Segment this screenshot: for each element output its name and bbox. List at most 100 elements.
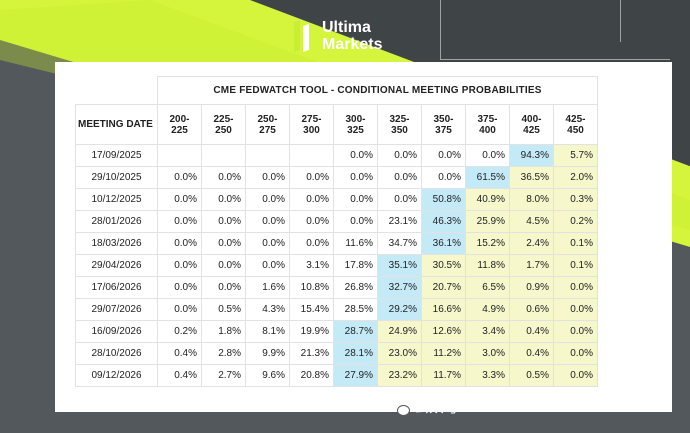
probability-cell: 40.9%	[465, 188, 510, 211]
probability-cell: 8.1%	[245, 320, 290, 343]
column-header: 350-375	[421, 104, 466, 145]
probability-cell: 16.6%	[421, 298, 466, 321]
table-row: 29/10/2025 0.0% 0.0% 0.0% 0.0% 0.0% 0.0% 0.0% 61…	[75, 166, 598, 189]
meeting-date-cell: 17/06/2026	[75, 276, 158, 299]
probability-cell: 10.8%	[289, 276, 334, 299]
probability-cell	[157, 144, 202, 167]
probability-cell: 3.3%	[465, 364, 510, 387]
probability-cell: 0.0%	[157, 188, 202, 211]
table-row: 09/12/2026 0.4% 2.7% 9.6% 20.8% 27.9% 23.2% 11.…	[75, 364, 598, 387]
table-row: 28/01/2026 0.0% 0.0% 0.0% 0.0% 0.0% 23.1% 46.3%…	[75, 210, 598, 233]
probability-cell: 2.7%	[201, 364, 246, 387]
probability-cell: 30.5%	[421, 254, 466, 277]
column-header: 325-350	[377, 104, 422, 145]
probability-cell: 0.0%	[421, 166, 466, 189]
table-corner	[75, 76, 158, 105]
probability-cell: 0.4%	[157, 342, 202, 365]
probability-cell: 15.2%	[465, 232, 510, 255]
probability-cell: 0.0%	[289, 210, 334, 233]
table-row: 18/03/2026 0.0% 0.0% 0.0% 0.0% 11.6% 34.7% 36.1…	[75, 232, 598, 255]
fedwatch-card: CME FEDWATCH TOOL - CONDITIONAL MEETING …	[55, 62, 672, 412]
probability-cell: 3.4%	[465, 320, 510, 343]
meeting-date-cell: 18/03/2026	[75, 232, 158, 255]
probability-cell: 0.0%	[201, 232, 246, 255]
meeting-date-header: MEETING DATE	[75, 104, 158, 145]
probability-cell: 0.0%	[333, 144, 378, 167]
brand-logo: Ultima Markets	[294, 16, 382, 56]
probability-cell: 21.3%	[289, 342, 334, 365]
ultima-logo-icon	[294, 19, 316, 53]
column-header: 225-250	[201, 104, 246, 145]
probability-cell: 12.6%	[421, 320, 466, 343]
probability-cell: 0.1%	[553, 254, 598, 277]
probability-cell: 0.0%	[289, 188, 334, 211]
meeting-date-cell: 29/04/2026	[75, 254, 158, 277]
meeting-date-cell: 10/12/2025	[75, 188, 158, 211]
meeting-date-cell: 29/07/2026	[75, 298, 158, 321]
probability-cell: 32.7%	[377, 276, 422, 299]
probability-cell: 0.6%	[509, 298, 554, 321]
probability-cell: 28.7%	[333, 320, 378, 343]
probability-cell: 0.5%	[201, 298, 246, 321]
probability-cell: 4.3%	[245, 298, 290, 321]
decor-line	[440, 0, 441, 60]
table-body: 17/09/2025 0.0% 0.0% 0.0% 0.0% 94.3% 5.7% 29/10…	[75, 144, 598, 387]
meeting-date-cell: 09/12/2026	[75, 364, 158, 387]
probability-cell: 0.5%	[509, 364, 554, 387]
probability-cell: 36.1%	[421, 232, 466, 255]
probability-cell: 0.0%	[377, 166, 422, 189]
column-header: 375-400	[465, 104, 510, 145]
probability-cell: 29.2%	[377, 298, 422, 321]
probability-cell: 0.2%	[157, 320, 202, 343]
probability-cell	[245, 144, 290, 167]
probability-cell: 0.0%	[333, 166, 378, 189]
table-row: 17/09/2025 0.0% 0.0% 0.0% 0.0% 94.3% 5.7%	[75, 144, 598, 167]
probability-cell: 0.0%	[157, 276, 202, 299]
probability-cell: 0.0%	[245, 254, 290, 277]
probability-cell: 0.0%	[157, 166, 202, 189]
probability-cell: 24.9%	[377, 320, 422, 343]
probability-cell: 94.3%	[509, 144, 554, 167]
probability-cell: 0.4%	[157, 364, 202, 387]
probability-cell: 26.8%	[333, 276, 378, 299]
probability-cell: 35.1%	[377, 254, 422, 277]
meeting-date-cell: 28/01/2026	[75, 210, 158, 233]
probability-cell: 0.3%	[553, 188, 598, 211]
probability-cell: 27.9%	[333, 364, 378, 387]
probability-cell: 61.5%	[465, 166, 510, 189]
brand-name: Ultima Markets	[322, 19, 382, 53]
meeting-date-cell: 16/09/2026	[75, 320, 158, 343]
column-header: 300-325	[333, 104, 378, 145]
probability-cell: 0.0%	[157, 210, 202, 233]
probability-cell: 0.4%	[509, 342, 554, 365]
wechat-icon	[390, 399, 410, 416]
column-header: 425-450	[553, 104, 598, 145]
probability-cell: 0.0%	[201, 210, 246, 233]
probability-cell: 0.0%	[201, 188, 246, 211]
probability-cell: 11.2%	[421, 342, 466, 365]
probability-cell: 4.9%	[465, 298, 510, 321]
probability-cell: 0.0%	[245, 188, 290, 211]
meeting-date-cell: 29/10/2025	[75, 166, 158, 189]
probability-cell: 11.6%	[333, 232, 378, 255]
brand-line2: Markets	[322, 36, 383, 53]
probability-cell: 11.8%	[465, 254, 510, 277]
probability-cell: 28.1%	[333, 342, 378, 365]
probability-cell: 0.0%	[157, 298, 202, 321]
probability-cell: 46.3%	[421, 210, 466, 233]
probability-cell	[289, 144, 334, 167]
probability-cell: 6.5%	[465, 276, 510, 299]
probability-cell: 0.0%	[201, 254, 246, 277]
probability-cell: 0.0%	[157, 232, 202, 255]
probability-cell: 11.7%	[421, 364, 466, 387]
probability-table: CME FEDWATCH TOOL - CONDITIONAL MEETING …	[75, 76, 598, 387]
probability-cell: 1.6%	[245, 276, 290, 299]
watermark: 公众号 · UM UltimaMarkets	[390, 396, 596, 417]
probability-cell: 9.9%	[245, 342, 290, 365]
probability-cell: 23.0%	[377, 342, 422, 365]
probability-cell: 0.0%	[553, 364, 598, 387]
probability-cell: 0.0%	[553, 276, 598, 299]
probability-cell: 0.0%	[553, 320, 598, 343]
probability-cell: 4.5%	[509, 210, 554, 233]
column-header: 250-275	[245, 104, 290, 145]
